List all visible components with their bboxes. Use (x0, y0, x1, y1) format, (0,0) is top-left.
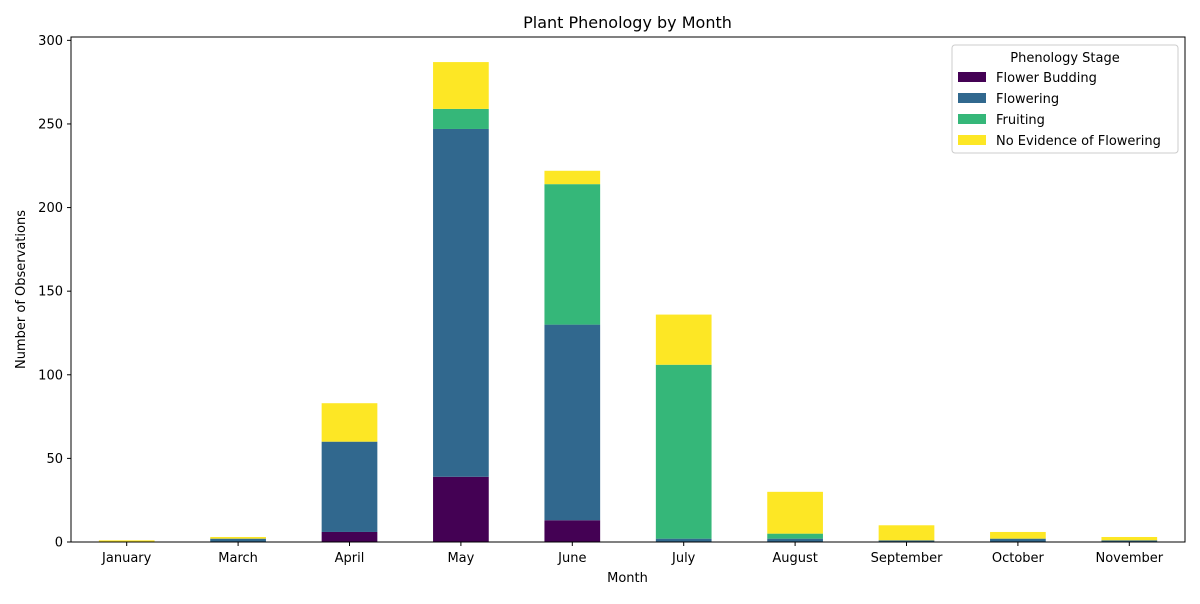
x-tick-label: January (101, 551, 152, 566)
bar-segment (433, 128, 489, 477)
legend-label: Fruiting (996, 113, 1045, 128)
bar-segment (878, 525, 935, 541)
bar-segment (544, 324, 601, 521)
bar-segment (1101, 540, 1158, 542)
legend-box (951, 44, 1179, 154)
y-tick-label: 0 (55, 536, 63, 551)
x-tick-label: August (772, 551, 818, 566)
plot-frame (70, 36, 1186, 543)
x-tick-label: November (1095, 551, 1163, 566)
bar-segment (544, 184, 601, 325)
x-axis: January March April May June July August Septem… (101, 542, 1164, 566)
y-tick-label: 200 (38, 201, 63, 216)
legend: Phenology Stage Flower BuddingFloweringF… (951, 44, 1179, 154)
bar-segment (98, 540, 155, 542)
x-axis-label: Month (607, 571, 648, 586)
legend-label: Flower Budding (996, 71, 1097, 86)
bar-segment (655, 364, 712, 539)
bar-segment (655, 538, 712, 542)
bar-segment (321, 531, 378, 542)
chart-title: Plant Phenology by Month (523, 13, 732, 32)
legend-swatch (958, 135, 986, 145)
bar-segment (990, 538, 1046, 542)
y-axis-label: Number of Observations (14, 210, 29, 369)
y-tick-label: 150 (38, 285, 63, 300)
bar-segment (433, 62, 489, 109)
legend-items: Flower Budding Flowering Fruiting No Eviden… (958, 71, 1161, 149)
bar-segment (544, 170, 601, 185)
bar-segment (210, 536, 266, 539)
bar-segment (321, 403, 378, 442)
y-tick-label: 100 (38, 368, 63, 383)
bar-segment (767, 533, 823, 539)
bar-segment (544, 520, 601, 542)
x-tick-label: May (447, 551, 474, 566)
bar-segment (878, 540, 935, 542)
x-tick-label: March (218, 551, 258, 566)
y-tick-label: 50 (46, 452, 63, 467)
x-tick-label: June (557, 551, 586, 566)
legend-label: Flowering (996, 92, 1059, 107)
legend-swatch (958, 93, 986, 103)
bar-segment (210, 538, 266, 542)
bar-segment (767, 538, 823, 542)
x-tick-label: September (871, 551, 944, 566)
y-tick-label: 250 (38, 117, 63, 132)
y-tick-label: 300 (38, 34, 63, 49)
bar-segment (990, 531, 1046, 539)
bar-segment (767, 491, 823, 534)
bar-segment (433, 476, 489, 542)
x-tick-label: April (335, 551, 365, 566)
y-axis: 0 50 100 150 200 250 300 (38, 34, 71, 551)
bar-segment (321, 441, 378, 532)
x-tick-label: October (992, 551, 1045, 566)
legend-swatch (958, 114, 986, 124)
bar-segment (433, 108, 489, 129)
legend-label: No Evidence of Flowering (996, 134, 1161, 149)
legend-title: Phenology Stage (1010, 51, 1119, 66)
x-tick-label: July (671, 551, 696, 566)
bars-group (98, 62, 1158, 542)
legend-swatch (958, 72, 986, 82)
bar-segment (655, 314, 712, 365)
bar-segment (1101, 536, 1158, 541)
